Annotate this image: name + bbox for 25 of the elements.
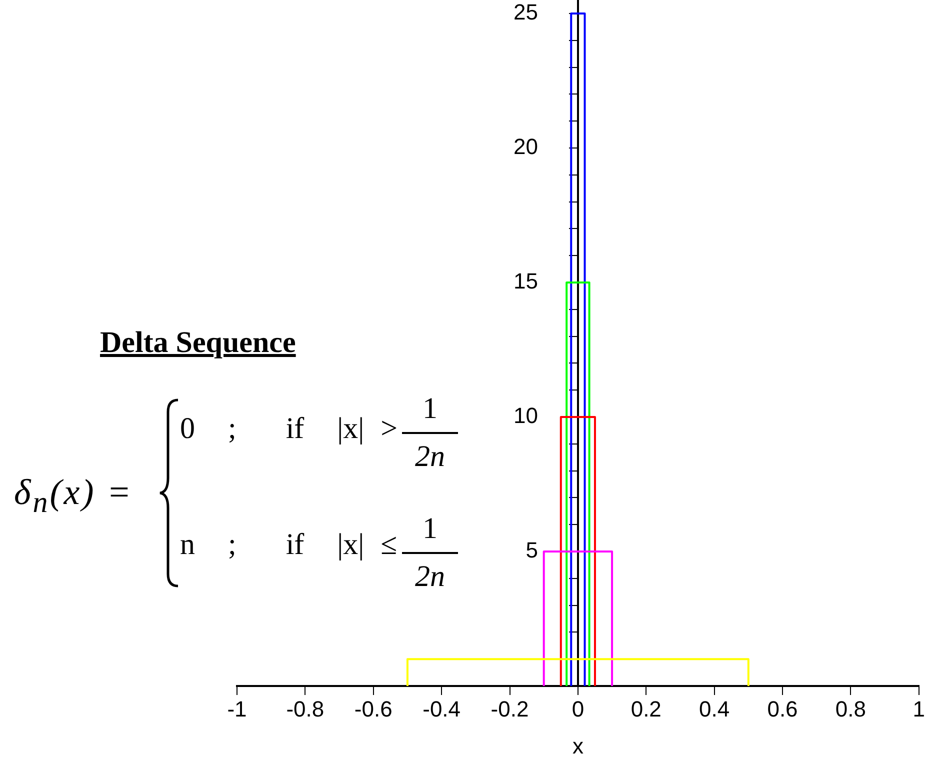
x-tick-label: 0.6 — [767, 696, 798, 722]
x-tick-label: 0.2 — [630, 696, 662, 722]
text: δ$_{n}$(x) = — [14, 472, 133, 520]
y-tick-label: 15 — [513, 268, 538, 294]
x-tick-label: 1 — [912, 696, 926, 722]
annotation: n ; if |x| ≤ — [180, 528, 398, 561]
annotation: Delta Sequence — [100, 326, 296, 359]
x-tick-label: 0 — [572, 696, 584, 722]
annotation: 2n — [414, 440, 446, 474]
y-tick-label: 10 — [513, 403, 538, 428]
y-tick-label: 25 — [513, 0, 538, 25]
annotation: 0 ; if |x| > — [180, 412, 398, 445]
annotation: 1 — [422, 392, 438, 426]
x-tick-label: -0.6 — [354, 696, 392, 722]
x-tick-label: 0.8 — [835, 696, 866, 722]
x-tick-label: -1 — [227, 696, 247, 722]
x-tick-label: -0.4 — [422, 696, 461, 722]
annotation: 1 — [422, 512, 438, 546]
x-tick-label: -0.2 — [490, 696, 529, 722]
x-tick-label: -0.8 — [286, 696, 324, 722]
y-tick-label: 20 — [513, 134, 538, 160]
annotation: 2n — [414, 560, 446, 594]
x-tick-label: 0.4 — [699, 696, 730, 722]
x-axis-title: x — [572, 734, 584, 759]
y-tick-label: 5 — [526, 538, 538, 563]
